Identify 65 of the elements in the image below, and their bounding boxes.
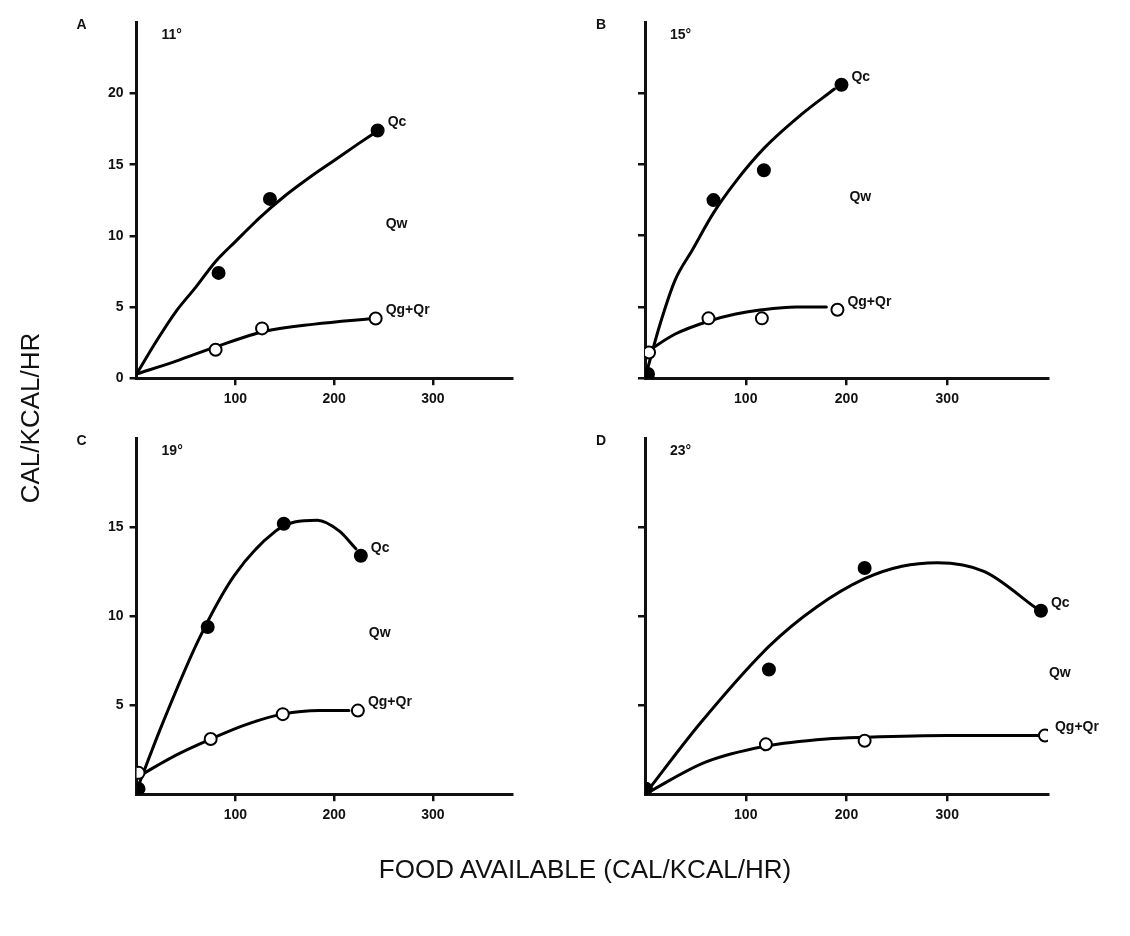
point	[255, 321, 270, 336]
series-label: Qc	[1050, 593, 1070, 610]
point	[1033, 603, 1048, 618]
x-tick-label: 200	[834, 390, 859, 407]
chart-subtitle: 15°	[670, 25, 692, 42]
chart-subtitle: 11°	[161, 26, 182, 43]
y-tick-label: 20	[107, 84, 124, 101]
chart-title: B	[596, 15, 607, 32]
series-label: Qg+Qr	[1054, 718, 1100, 735]
point	[275, 707, 290, 722]
y-tick-label: 15	[107, 518, 124, 535]
chart-subtitle: 23°	[670, 441, 692, 458]
x-tick-label: 300	[421, 390, 445, 407]
x-tick-label: 200	[834, 806, 859, 823]
point	[857, 561, 872, 576]
point	[208, 342, 223, 357]
x-axis-title: FOOD AVAILABLE (CAL/KCAL/HR)	[377, 854, 793, 885]
point	[368, 311, 383, 326]
y-axis-title: CAL/KCAL/HR	[14, 332, 46, 504]
point	[701, 311, 716, 326]
x-tick-label: 100	[223, 390, 248, 407]
y-tick-label: 10	[107, 607, 124, 624]
chart-subtitle: 19°	[161, 442, 183, 459]
x-tick-label: 300	[421, 806, 445, 823]
series-label: Qc	[387, 113, 407, 130]
point	[353, 548, 368, 563]
series-label: Qg+Qr	[367, 693, 413, 710]
point	[203, 732, 218, 747]
chart-title: C	[76, 432, 87, 449]
x-tick-label: 200	[322, 390, 347, 407]
point	[758, 737, 773, 752]
point	[761, 662, 776, 677]
point	[262, 191, 277, 206]
text: Qw	[1048, 663, 1071, 680]
annotation: Qw	[385, 215, 408, 232]
point	[834, 77, 849, 92]
chart-title: D	[596, 431, 607, 448]
point	[350, 703, 365, 718]
x-tick-label: 300	[935, 806, 960, 823]
series-label: Qc	[370, 538, 390, 555]
x-tick-label: 100	[734, 390, 758, 407]
point	[830, 302, 845, 317]
x-tick-label: 100	[223, 806, 248, 823]
point	[754, 311, 769, 326]
x-tick-label: 100	[734, 806, 758, 823]
point	[276, 516, 291, 531]
y-tick-label: 5	[115, 696, 124, 713]
y-tick-label: 10	[107, 226, 124, 243]
annotation: Qw	[849, 188, 872, 205]
series-label: Qc	[851, 67, 871, 84]
series-label: Qg+Qr	[385, 301, 431, 318]
point	[857, 733, 872, 748]
x-tick-label: 300	[935, 390, 960, 407]
point	[756, 163, 771, 178]
point	[370, 123, 385, 138]
y-tick-label: 15	[107, 155, 124, 172]
y-tick-label: 5	[115, 297, 124, 314]
y-tick-label: 0	[115, 369, 124, 386]
chart-title: A	[76, 16, 87, 33]
series-label: Qg+Qr	[847, 292, 892, 309]
point	[211, 265, 226, 280]
point	[200, 619, 215, 634]
x-tick-label: 200	[322, 806, 347, 823]
annotation: Qw	[368, 624, 391, 641]
point	[706, 193, 721, 208]
